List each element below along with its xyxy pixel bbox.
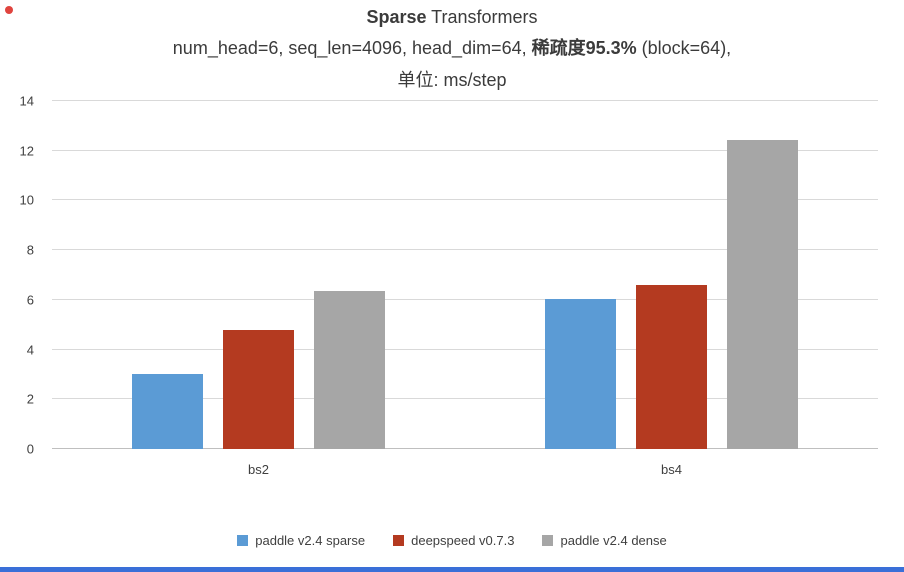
legend-item: paddle v2.4 sparse [237, 533, 365, 548]
y-tick-label: 10 [19, 192, 34, 208]
red-dot-icon [5, 6, 13, 14]
y-tick-label: 12 [19, 143, 34, 159]
chart-title-block: Sparse Transformers num_head=6, seq_len=… [0, 2, 904, 96]
chart-subtitle: num_head=6, seq_len=4096, head_dim=64, 稀… [0, 32, 904, 64]
gridline [52, 398, 878, 400]
gridline [52, 249, 878, 251]
y-axis-tick-labels: 0 2 4 6 8 10 12 14 [0, 94, 44, 457]
gridline [52, 348, 878, 350]
bar-paddle-v2.4-dense-bs4 [727, 139, 798, 449]
chart-subtitle-bold: 稀疏度95.3% [531, 38, 637, 58]
chart-unit-text: 单位: ms/step [397, 70, 507, 90]
bars-layer [52, 101, 878, 449]
bottom-border-strip [0, 567, 904, 572]
chart-title-bold: Sparse [366, 7, 427, 27]
bar-paddle-v2.4-sparse-bs2 [132, 374, 203, 449]
bar-deepspeed-v0.7.3-bs4 [636, 284, 707, 449]
x-axis-category-labels: bs2 bs4 [52, 462, 878, 477]
gridline [52, 199, 878, 201]
chart-title: Sparse Transformers [0, 2, 904, 32]
legend-swatch-icon [237, 535, 249, 546]
legend-label: paddle v2.4 dense [560, 533, 667, 548]
y-tick-label: 2 [26, 391, 34, 407]
chart-legend: paddle v2.4 sparse deepspeed v0.7.3 paddle… [0, 533, 904, 548]
y-tick-label: 8 [26, 242, 34, 258]
chart-title-rest: Transformers [426, 7, 538, 27]
chart-subtitle-suffix: (block=64), [636, 38, 732, 58]
legend-item: deepspeed v0.7.3 [393, 533, 514, 548]
y-tick-label: 14 [19, 93, 34, 109]
legend-label: deepspeed v0.7.3 [411, 533, 515, 548]
bar-deepspeed-v0.7.3-bs2 [223, 329, 294, 449]
y-tick-label: 4 [26, 342, 34, 358]
gridline [52, 298, 878, 300]
legend-swatch-icon [542, 535, 554, 546]
chart-subtitle-prefix: num_head=6, seq_len=4096, head_dim=64, [172, 38, 532, 58]
y-tick-label: 0 [26, 441, 34, 457]
x-category-label-bs4: bs4 [661, 462, 682, 477]
legend-swatch-icon [393, 535, 405, 546]
y-tick-label: 6 [26, 292, 34, 308]
plot-area [52, 100, 878, 449]
gridline [52, 149, 878, 151]
bar-group-bs2 [52, 101, 465, 449]
chart-unit-line: 单位: ms/step [0, 64, 904, 96]
legend-item: paddle v2.4 dense [542, 533, 667, 548]
bar-group-bs4 [465, 101, 878, 449]
x-axis-line [52, 448, 878, 449]
gridline [52, 100, 878, 101]
bar-paddle-v2.4-sparse-bs4 [545, 298, 616, 449]
legend-label: paddle v2.4 sparse [255, 533, 366, 548]
bar-paddle-v2.4-dense-bs2 [314, 291, 385, 449]
x-category-label-bs2: bs2 [248, 462, 269, 477]
